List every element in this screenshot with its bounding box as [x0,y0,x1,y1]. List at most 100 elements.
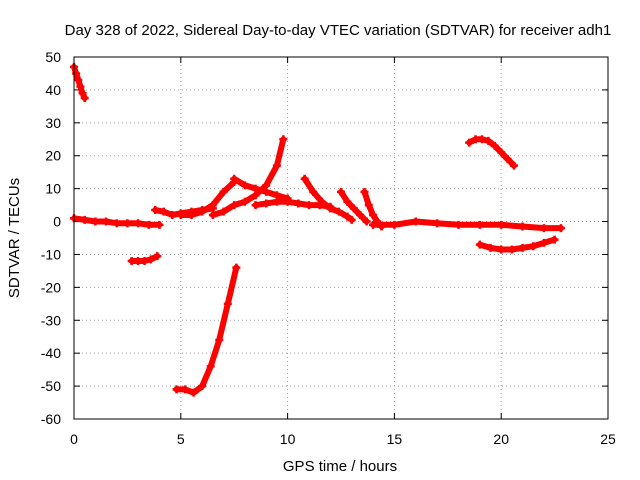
x-tick-label: 0 [70,431,78,447]
series-arc-7 [208,135,288,219]
data-point [155,220,164,229]
data-point [232,263,241,272]
data-point [198,207,207,216]
x-tick-label: 10 [280,431,296,447]
data-point [251,201,260,210]
data-point [433,219,442,228]
y-tick-label: 30 [45,115,61,131]
data-point [304,201,313,210]
x-tick-label: 20 [493,431,509,447]
data-point [176,210,185,219]
plot-frame [73,56,609,420]
data-point [78,89,87,98]
data-point [490,141,499,150]
data-point [251,184,260,193]
data-point [497,148,506,157]
data-point [80,215,89,224]
data-point [486,243,495,252]
data-point [317,197,326,206]
data-point [360,187,369,196]
data-point [364,201,373,210]
data-point [518,243,527,252]
y-tick-label: -60 [41,411,61,427]
data-point [230,174,239,183]
data-point [208,210,217,219]
y-axis-title: SDTVAR / TECUs [6,178,23,298]
series-arc-9 [251,197,335,211]
data-point [356,210,365,219]
data-point [510,161,519,170]
data-point [76,82,85,91]
data-point [369,220,378,229]
data-point [172,385,181,394]
data-point [411,217,420,226]
data-point [240,181,249,190]
data-point [219,187,228,196]
data-point [230,201,239,210]
series-arc-11 [337,187,371,226]
data-point [529,242,538,251]
data-point [272,197,281,206]
data-point [300,174,309,183]
series-arc-13 [369,217,566,233]
data-point [123,219,132,228]
y-tick-label: 0 [53,214,61,230]
data-point [539,224,548,233]
y-tick-label: 40 [45,82,61,98]
data-point [153,252,162,261]
data-point [497,245,506,254]
data-point [187,210,196,219]
data-point [475,220,484,229]
data-point [539,238,548,247]
series-arc-5 [172,263,241,397]
data-point [477,135,486,144]
data-point [454,220,463,229]
data-point [347,215,356,224]
data-point [550,235,559,244]
y-tick-label: -40 [41,345,61,361]
data-point [362,217,371,226]
data-point [144,220,153,229]
y-tick-label: 10 [45,181,61,197]
x-axis-title: GPS time / hours [283,458,397,475]
data-point [80,94,89,103]
data-point [206,362,215,371]
data-point [181,385,190,394]
data-point [198,382,207,391]
data-point [294,199,303,208]
data-point [484,136,493,145]
data-point [390,220,399,229]
data-point [507,245,516,254]
data-point [272,161,281,170]
series-arc-8 [230,174,292,203]
data-point [91,217,100,226]
data-point [475,240,484,249]
data-series [70,62,566,397]
data-point [168,210,177,219]
data-point [151,206,160,215]
data-point [503,155,512,164]
x-tick-label: 15 [387,431,403,447]
data-point [465,138,474,147]
data-point [240,197,249,206]
data-point [102,217,111,226]
data-point [343,197,352,206]
data-point [369,210,378,219]
data-point [112,219,121,228]
data-point [223,299,232,308]
data-point [309,187,318,196]
y-tick-label: -20 [41,279,61,295]
data-point [146,255,155,264]
data-point [262,199,271,208]
data-point [343,212,352,221]
data-point [159,207,168,216]
y-tick-label: -30 [41,312,61,328]
data-point [74,76,83,85]
data-point [215,336,224,345]
y-tick-label: -10 [41,246,61,262]
chart-title: Day 328 of 2022, Sidereal Day-to-day VTE… [65,22,612,39]
series-arc-3 [127,252,162,266]
data-point [518,222,527,231]
